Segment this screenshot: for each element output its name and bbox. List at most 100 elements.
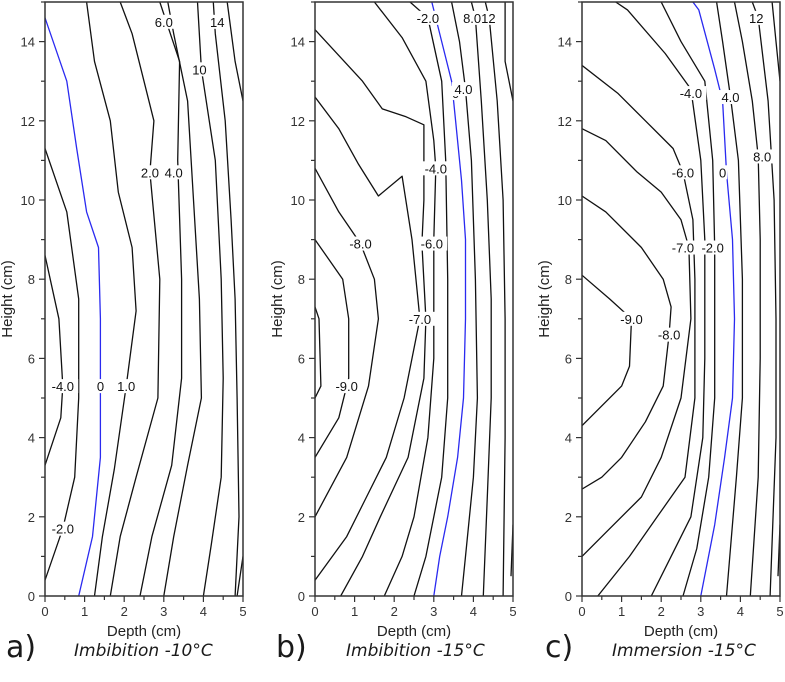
y-tick-label: 10: [21, 193, 35, 208]
y-tick-label: 4: [565, 431, 572, 446]
y-tick-label: 8: [298, 272, 305, 287]
contour-lines: [45, 2, 243, 596]
contour-line: [315, 239, 350, 458]
contour-line: [715, 2, 744, 596]
x-tick-label: 5: [509, 604, 516, 619]
y-tick-label: 14: [558, 35, 572, 50]
contour-line: [409, 2, 449, 596]
contour-line: [45, 255, 64, 466]
y-tick-label: 12: [558, 114, 572, 129]
y-tick-label: 12: [291, 114, 305, 129]
x-axis-label: Depth (cm): [107, 623, 181, 640]
panel-c-caption: Immersion -15°C: [612, 641, 756, 661]
y-tick-label: 4: [298, 431, 305, 446]
x-tick-label: 2: [121, 604, 128, 619]
y-tick-label: 4: [28, 431, 35, 446]
x-tick-label: 5: [776, 604, 783, 619]
plot-frame: [314, 1, 514, 597]
x-tick-label: 3: [160, 604, 167, 619]
contour-label: -2.0: [52, 522, 74, 537]
contour-label: 8.012: [463, 11, 496, 26]
contour-line: [771, 2, 780, 82]
y-axis-label: Height (cm): [0, 260, 16, 338]
panel-a-letter: a): [6, 630, 37, 665]
contour-line: [236, 556, 243, 596]
panel-a-caption: Imbibition -10°C: [74, 641, 213, 661]
x-tick-label: 1: [81, 604, 88, 619]
contour-label: -9.0: [620, 312, 642, 327]
y-tick-label: 2: [298, 510, 305, 525]
contour-label: -8.0: [658, 328, 680, 343]
x-tick-label: 4: [470, 604, 477, 619]
x-tick-label: 2: [391, 604, 398, 619]
contour-label: 8.0: [753, 149, 771, 164]
contour-label: -9.0: [335, 379, 357, 394]
contour-label: -7.0: [409, 312, 431, 327]
contour-label: 4.0: [721, 90, 739, 105]
contour-label: 1.0: [117, 379, 135, 394]
y-axis-label: Height (cm): [269, 260, 286, 338]
panel-b-caption: Imbibition -15°C: [346, 641, 485, 661]
x-tick-label: 1: [351, 604, 358, 619]
contour-label: 12: [749, 11, 763, 26]
contour-panel-c: 12-4.0 4.08.0-6.0 0-7.0 -2.0-9.0-8.00 1 2 3 4 50…: [536, 1, 784, 640]
y-tick-label: 6: [565, 351, 572, 366]
contour-line: [733, 2, 761, 596]
zero-contour-line: [692, 2, 736, 596]
y-tick-label: 6: [28, 351, 35, 366]
y-tick-label: 8: [565, 272, 572, 287]
contour-line: [315, 167, 380, 518]
x-axis-label: Depth (cm): [644, 623, 718, 640]
x-tick-label: 4: [737, 604, 744, 619]
x-tick-label: 2: [658, 604, 665, 619]
panel-b-letter: b): [276, 630, 307, 665]
contour-label: 0: [719, 165, 726, 180]
y-tick-label: 10: [291, 193, 305, 208]
contour-lines: [315, 2, 513, 596]
y-tick-label: 10: [558, 193, 572, 208]
y-tick-label: 0: [28, 589, 35, 604]
contour-label: 4.0: [165, 165, 183, 180]
contour-line: [373, 2, 437, 596]
contour-panel-b: -2.08.01204.0-4.0-8.0-6.0-7.0-9.00123450…: [269, 1, 517, 640]
contour-label: -4.0: [680, 86, 702, 101]
contour-line: [484, 2, 506, 596]
contour-label: -8.0: [349, 237, 371, 252]
contour-label: 6.0: [155, 15, 173, 30]
contour-line: [109, 2, 161, 596]
y-tick-label: 14: [21, 35, 35, 50]
y-tick-label: 0: [565, 589, 572, 604]
contour-line: [196, 2, 224, 596]
contour-line: [163, 2, 203, 596]
contour-label: 10: [192, 62, 206, 77]
y-tick-label: 6: [298, 351, 305, 366]
contour-label: -6.0: [672, 165, 694, 180]
y-tick-label: 0: [298, 589, 305, 604]
zero-contour-line: [45, 17, 102, 596]
x-tick-label: 4: [200, 604, 207, 619]
zero-contour-line: [431, 2, 467, 596]
contour-line: [212, 2, 240, 596]
contour-label: -6.0: [421, 237, 443, 252]
y-tick-label: 2: [28, 510, 35, 525]
x-tick-label: 0: [41, 604, 48, 619]
contour-line: [315, 306, 322, 399]
contour-line: [582, 274, 633, 427]
x-tick-label: 5: [239, 604, 246, 619]
plot-frame: [44, 1, 244, 597]
contour-line: [582, 128, 692, 557]
contour-label: 2.0: [141, 165, 159, 180]
contour-label: -4.0: [425, 161, 447, 176]
contour-label: -7.0: [672, 241, 694, 256]
contour-label: 4.0: [454, 82, 472, 97]
contour-line: [139, 2, 183, 596]
y-tick-label: 2: [565, 510, 572, 525]
y-tick-label: 12: [21, 114, 35, 129]
contour-line: [226, 2, 243, 102]
contour-label: 14: [210, 15, 224, 30]
contour-line: [450, 2, 479, 596]
contour-line: [85, 2, 137, 596]
contour-line: [470, 2, 492, 596]
x-tick-label: 1: [618, 604, 625, 619]
